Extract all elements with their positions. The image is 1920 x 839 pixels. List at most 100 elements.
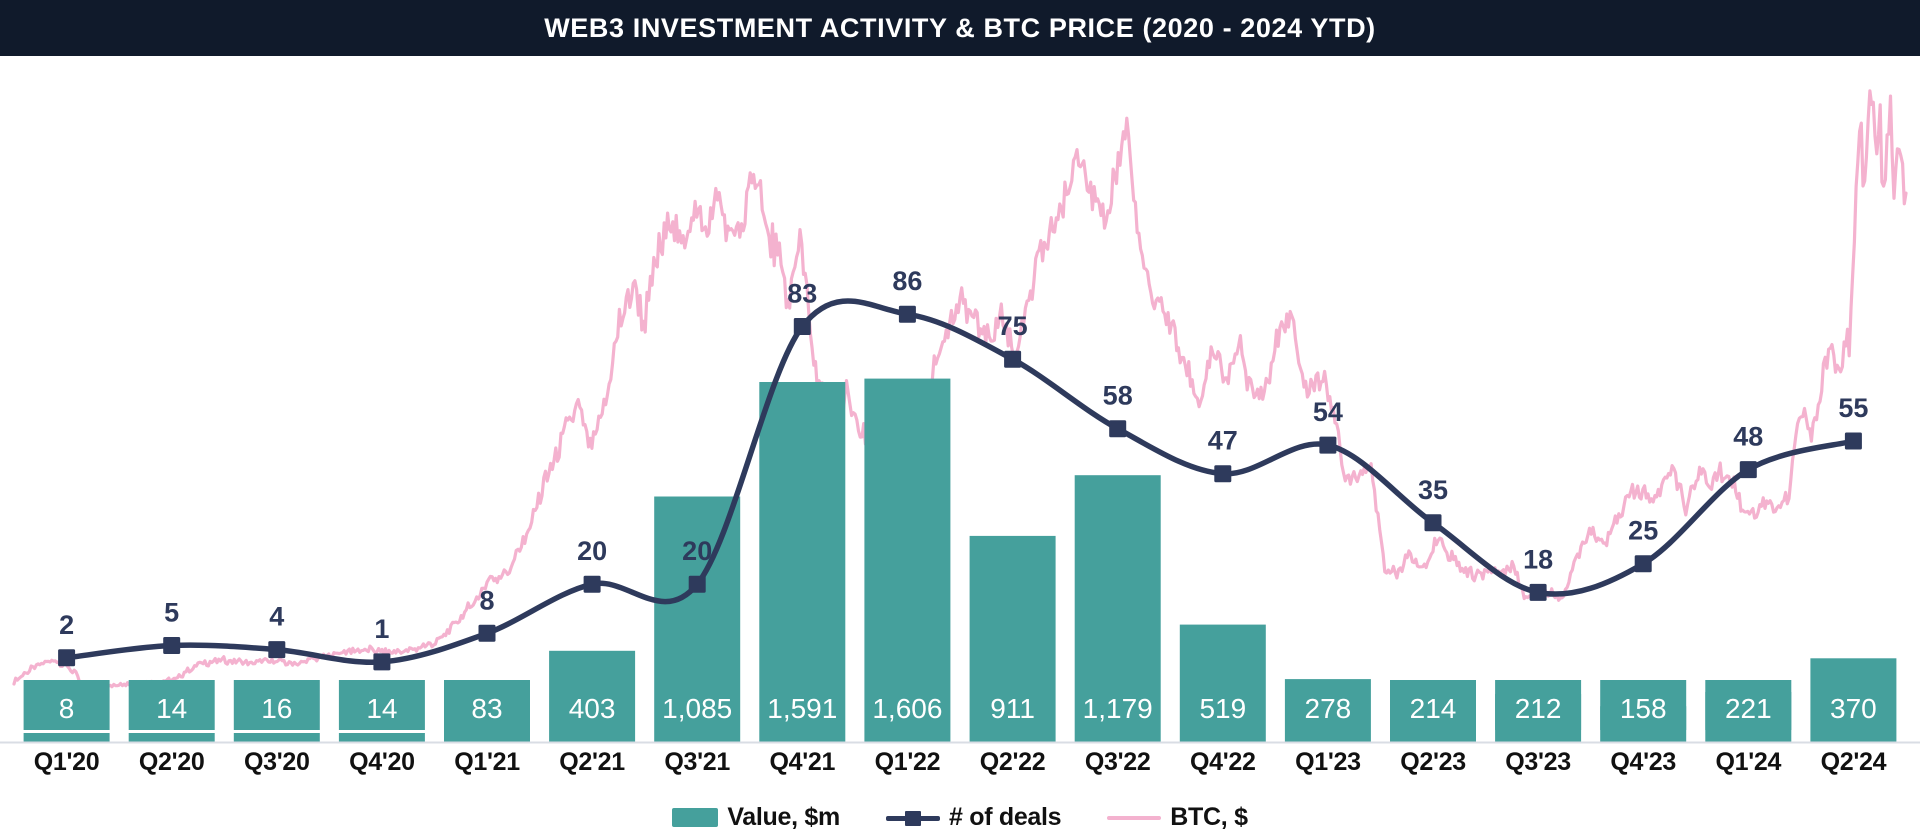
deals-value-label: 2 — [59, 610, 74, 640]
bar-value-label: 16 — [261, 693, 292, 724]
deals-value-label: 75 — [998, 311, 1028, 341]
bar-value-label: 1,085 — [662, 693, 732, 724]
deals-marker[interactable] — [1214, 465, 1232, 483]
deals-value-label: 20 — [682, 536, 712, 566]
bar-value-label: 278 — [1305, 693, 1352, 724]
btc-price-line — [12, 89, 1908, 701]
x-tick-q124: Q1'24 — [1715, 748, 1782, 776]
deals-value-label: 18 — [1523, 544, 1553, 574]
deals-marker[interactable] — [163, 637, 181, 654]
bar[interactable] — [338, 733, 425, 742]
bar-value-label: 212 — [1515, 693, 1562, 724]
chart-plot-area: 8 14 16 14 83 403 1,085 1,591 1,606 911 1,179 519 27… — [0, 56, 1920, 756]
legend-label: # of deals — [948, 803, 1062, 831]
bar[interactable] — [1179, 624, 1266, 742]
bar-value-label-group: 8 14 16 14 83 403 1,085 1,591 1,606 911 1,179 519 27… — [23, 680, 1877, 730]
x-tick-q420: Q4'20 — [349, 748, 415, 776]
deals-marker[interactable] — [1739, 461, 1757, 479]
deals-marker[interactable] — [1844, 432, 1862, 450]
deals-marker[interactable] — [1109, 420, 1127, 438]
deals-marker[interactable] — [268, 641, 286, 659]
deals-value-label: 47 — [1208, 426, 1238, 456]
bar-value-badge — [1705, 680, 1792, 730]
x-tick-q120: Q1'20 — [33, 748, 100, 776]
deals-value-label: 35 — [1418, 475, 1448, 505]
bar[interactable] — [864, 378, 951, 742]
legend-label: BTC, $ — [1170, 803, 1248, 831]
bar-value-badge — [444, 680, 530, 730]
bar-value-label: 403 — [569, 693, 616, 724]
bar-value-label: 1,606 — [872, 693, 942, 724]
legend-thin-line-icon — [1107, 815, 1162, 820]
legend-line-marker-icon — [885, 809, 940, 827]
x-tick-q422: Q4'22 — [1189, 748, 1256, 776]
bar-value-label: 1,179 — [1083, 693, 1153, 724]
legend-item-btc[interactable]: BTC, $ — [1107, 803, 1248, 832]
deals-marker[interactable] — [58, 649, 76, 667]
bar-value-label: 8 — [59, 693, 75, 724]
bar[interactable] — [1810, 658, 1897, 742]
deals-marker[interactable] — [793, 318, 811, 335]
bar-value-label: 14 — [156, 693, 187, 724]
deals-value-label: 8 — [479, 585, 494, 615]
x-tick-q220: Q2'20 — [138, 748, 205, 776]
legend-item-of-deals[interactable]: # of deals — [885, 803, 1062, 832]
bar-value-badge — [1495, 680, 1582, 730]
deals-marker[interactable] — [1319, 436, 1337, 454]
x-tick-q222: Q2'22 — [979, 748, 1046, 776]
page-title: WEB3 INVESTMENT ACTIVITY & BTC PRICE (20… — [544, 12, 1376, 43]
deals-value-label: 83 — [787, 279, 817, 309]
x-tick-q221: Q2'21 — [559, 748, 625, 776]
bar-value-label: 370 — [1830, 693, 1877, 724]
chart-legend: Value, $m # of deals BTC, $ — [0, 796, 1920, 839]
deals-value-label: 1 — [374, 614, 389, 644]
bar[interactable] — [549, 650, 636, 742]
deals-line — [63, 298, 1857, 666]
deals-marker[interactable] — [1634, 555, 1652, 573]
x-tick-q320: Q3'20 — [243, 748, 310, 776]
bar-value-badge — [233, 680, 320, 730]
deals-marker[interactable] — [1529, 583, 1547, 601]
legend-item-value-m[interactable]: Value, $m — [672, 803, 840, 832]
x-tick-q224: Q2'24 — [1820, 748, 1887, 776]
bar-value-badge — [1600, 680, 1687, 730]
bar-value-badge — [23, 680, 110, 730]
deals-marker[interactable] — [373, 653, 391, 671]
legend-label: Value, $m — [727, 803, 840, 831]
deals-value-label: 48 — [1733, 422, 1763, 452]
bar[interactable] — [759, 382, 846, 742]
deals-value-label: 5 — [164, 598, 179, 628]
bar[interactable] — [654, 496, 741, 743]
bar[interactable] — [233, 733, 320, 742]
deals-marker[interactable] — [478, 624, 496, 642]
deals-marker[interactable] — [898, 305, 916, 323]
bar[interactable] — [969, 535, 1056, 742]
bar-value-label: 158 — [1620, 693, 1667, 724]
bar[interactable] — [23, 733, 110, 742]
deals-marker[interactable] — [1004, 350, 1022, 368]
chart-header-bar: WEB3 INVESTMENT ACTIVITY & BTC PRICE (20… — [0, 0, 1920, 56]
bar-value-badge — [1390, 680, 1476, 730]
deals-value-label: 58 — [1103, 381, 1133, 411]
bar[interactable] — [128, 733, 215, 742]
x-tick-q121: Q1'21 — [454, 748, 520, 776]
chart-canvas: 8 14 16 14 83 403 1,085 1,591 1,606 911 1,179 519 27… — [0, 89, 1920, 744]
deals-marker[interactable] — [583, 575, 601, 593]
deals-value-label: 4 — [269, 602, 284, 632]
deals-marker[interactable] — [688, 575, 706, 593]
bar-series-value — [23, 378, 1897, 743]
deals-marker[interactable] — [1424, 514, 1442, 532]
bar-value-label: 214 — [1410, 693, 1457, 724]
bar-value-badge — [338, 680, 425, 730]
bar-value-label: 221 — [1725, 693, 1772, 724]
x-tick-q421: Q4'21 — [769, 748, 836, 776]
x-tick-q223: Q2'23 — [1400, 748, 1466, 776]
x-axis-tick-labels: Q1'20 Q2'20 Q3'20 Q4'20 Q1'21 Q2'21 Q3'21 Q4'21… — [0, 748, 1920, 792]
bar-value-label: 1,591 — [767, 693, 837, 724]
x-tick-q123: Q1'23 — [1295, 748, 1361, 776]
deals-value-label: 20 — [577, 536, 607, 566]
bar[interactable] — [1074, 475, 1161, 742]
bar[interactable] — [1284, 679, 1371, 742]
